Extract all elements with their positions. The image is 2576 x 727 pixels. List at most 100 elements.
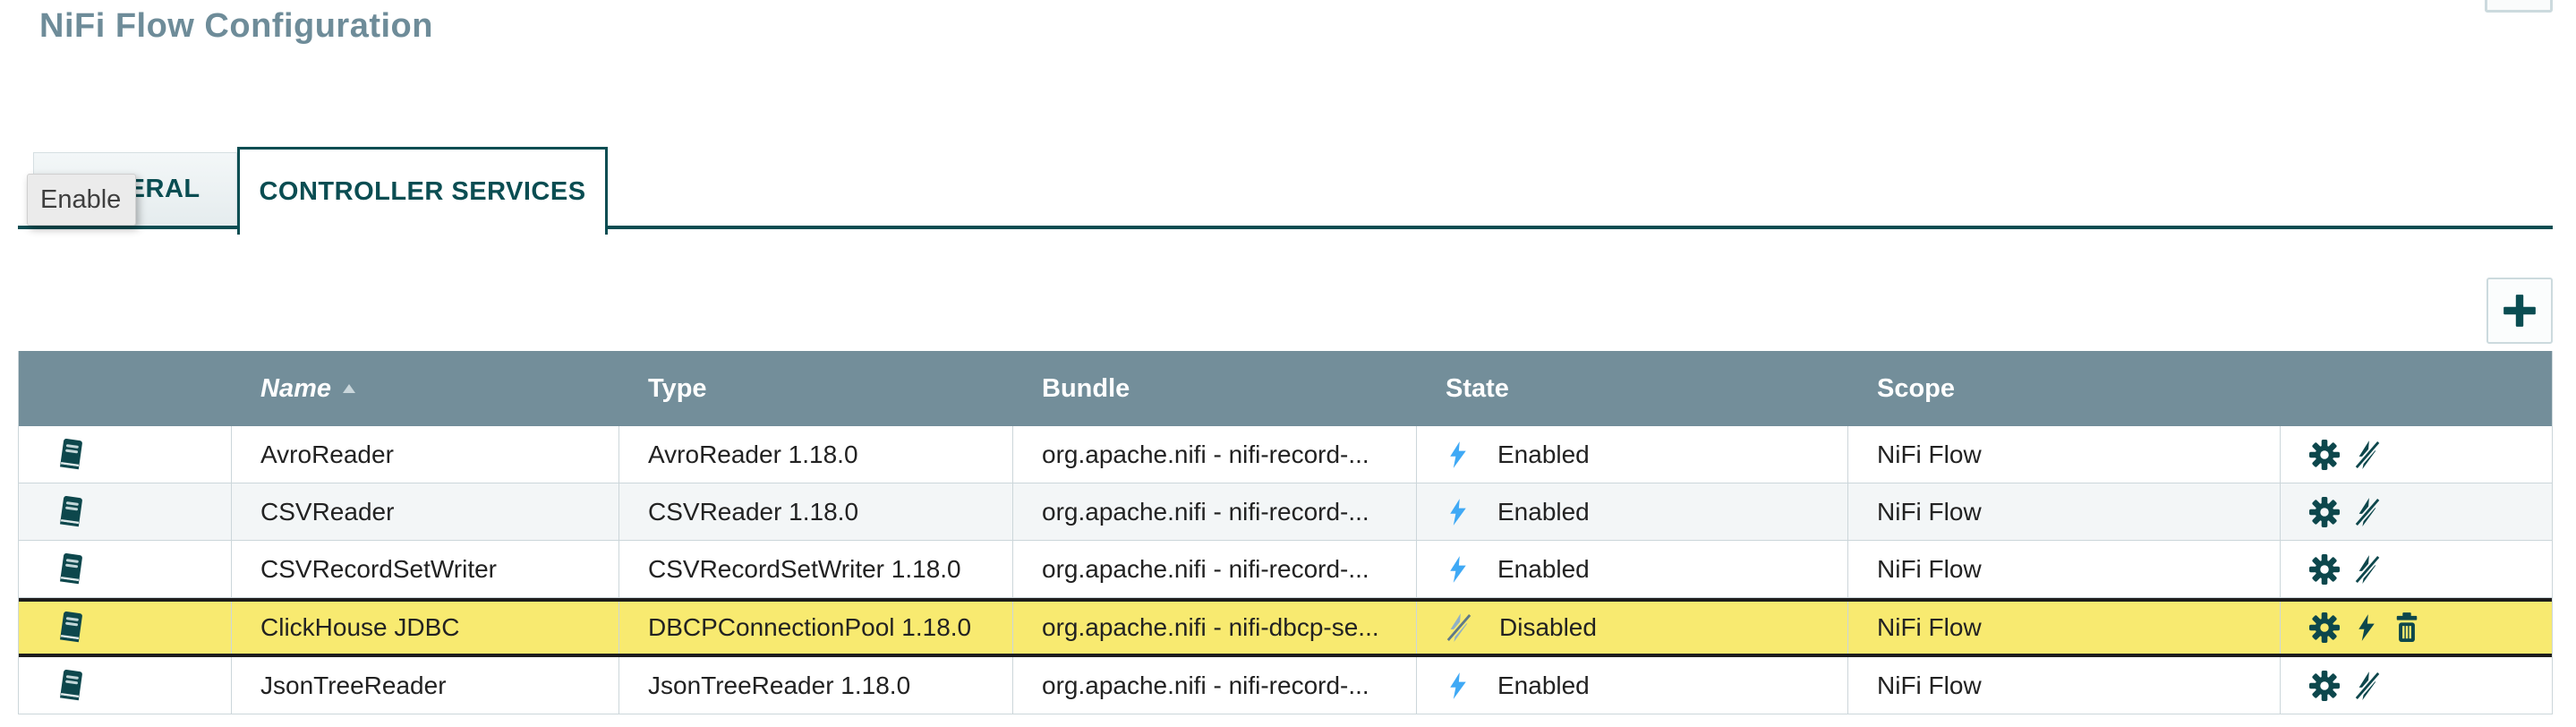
service-scope: NiFi Flow: [1877, 554, 1982, 583]
tab-baseline: [18, 226, 2553, 229]
service-scope: NiFi Flow: [1877, 497, 1982, 526]
book-icon: [60, 495, 82, 526]
service-doc-cell: [19, 426, 232, 483]
gear-icon: [2309, 612, 2340, 643]
state-enabled-bolt-icon: [1450, 671, 1466, 699]
service-scope-cell: NiFi Flow: [1848, 541, 2281, 597]
gear-icon: [2309, 439, 2340, 470]
partial-top-button[interactable]: [2485, 0, 2553, 13]
service-actions-cell: [2281, 541, 2552, 597]
service-actions-cell: [2281, 426, 2552, 483]
disable-button[interactable]: [2354, 671, 2381, 701]
service-doc-cell: [19, 541, 232, 597]
book-icon: [60, 438, 82, 469]
service-scope-cell: NiFi Flow: [1848, 657, 2281, 714]
service-name: CSVReader: [260, 497, 395, 526]
column-header-type[interactable]: Type: [648, 373, 707, 403]
add-service-button[interactable]: [2486, 278, 2553, 344]
state-enabled-bolt-icon: [1450, 440, 1466, 468]
service-state: Enabled: [1497, 671, 1590, 699]
service-type-cell: JsonTreeReader 1.18.0: [619, 657, 1013, 714]
gear-icon: [2309, 670, 2340, 701]
table-header: Name Type Bundle State Scope: [19, 351, 2552, 426]
service-actions-cell: [2281, 657, 2552, 714]
table-row[interactable]: AvroReader AvroReader 1.18.0 org.apache.ni…: [19, 426, 2552, 483]
service-name: CSVRecordSetWriter: [260, 554, 498, 583]
controller-services-table: Name Type Bundle State Scope AvroReader A…: [18, 351, 2553, 714]
service-bundle-cell: org.apache.nifi - nifi-dbcp-se...: [1013, 602, 1417, 654]
service-type: DBCPConnectionPool 1.18.0: [648, 613, 972, 641]
service-state: Enabled: [1497, 497, 1590, 526]
service-name: JsonTreeReader: [260, 671, 447, 699]
column-header-scope[interactable]: Scope: [1877, 373, 1956, 403]
state-disabled-bolt-slash-icon: [1446, 612, 1472, 643]
gear-icon: [2309, 496, 2340, 527]
enable-tooltip: Enable: [27, 174, 136, 226]
configure-button[interactable]: [2309, 496, 2340, 527]
service-doc-cell: [19, 657, 232, 714]
service-type-cell: CSVRecordSetWriter 1.18.0: [619, 541, 1013, 597]
service-state-cell: Disabled: [1417, 602, 1848, 654]
service-name: AvroReader: [260, 440, 394, 468]
sort-ascending-icon: [342, 383, 356, 394]
configure-button[interactable]: [2309, 553, 2340, 585]
service-bundle: org.apache.nifi - nifi-record-...: [1042, 440, 1369, 468]
disable-button[interactable]: [2354, 497, 2381, 527]
table-row[interactable]: JsonTreeReader JsonTreeReader 1.18.0 org.a…: [19, 657, 2552, 714]
service-name: ClickHouse JDBC: [260, 613, 460, 641]
delete-button[interactable]: [2393, 612, 2420, 643]
configure-button[interactable]: [2309, 670, 2340, 701]
service-type-cell: DBCPConnectionPool 1.18.0: [619, 602, 1013, 654]
bolt-slash-icon: [2354, 497, 2381, 526]
service-bundle-cell: org.apache.nifi - nifi-record-...: [1013, 541, 1417, 597]
bolt-icon: [2358, 614, 2375, 641]
column-header-bundle[interactable]: Bundle: [1042, 373, 1130, 403]
service-type: AvroReader 1.18.0: [648, 440, 858, 468]
table-body: AvroReader AvroReader 1.18.0 org.apache.ni…: [19, 426, 2552, 714]
column-header-name[interactable]: Name: [232, 374, 619, 404]
trash-icon: [2396, 612, 2418, 642]
disable-button[interactable]: [2354, 554, 2381, 585]
service-scope-cell: NiFi Flow: [1848, 426, 2281, 483]
service-type: CSVReader 1.18.0: [648, 497, 859, 526]
service-name-cell: JsonTreeReader: [232, 657, 619, 714]
service-bundle: org.apache.nifi - nifi-record-...: [1042, 671, 1369, 699]
service-bundle-cell: org.apache.nifi - nifi-record-...: [1013, 657, 1417, 714]
disable-button[interactable]: [2354, 440, 2381, 470]
service-doc-cell: [19, 483, 232, 540]
service-actions-cell: [2281, 602, 2552, 654]
service-name-cell: CSVRecordSetWriter: [232, 541, 619, 597]
service-name-cell: ClickHouse JDBC: [232, 602, 619, 654]
service-state: Enabled: [1497, 554, 1590, 583]
configure-button[interactable]: [2309, 439, 2340, 470]
table-row[interactable]: CSVReader CSVReader 1.18.0 org.apache.nifi…: [19, 483, 2552, 541]
service-name-cell: AvroReader: [232, 426, 619, 483]
table-row[interactable]: CSVRecordSetWriter CSVRecordSetWriter 1.1…: [19, 541, 2552, 598]
table-row[interactable]: ClickHouse JDBC DBCPConnectionPool 1.18.0…: [19, 598, 2552, 657]
bolt-slash-icon: [2354, 440, 2381, 469]
bolt-slash-icon: [2354, 554, 2381, 584]
book-icon: [60, 552, 82, 584]
enable-button[interactable]: [2354, 612, 2379, 643]
plus-icon: [2503, 295, 2536, 327]
tab-controller-services-label: CONTROLLER SERVICES: [259, 177, 586, 206]
service-type: JsonTreeReader 1.18.0: [648, 671, 911, 699]
service-bundle-cell: org.apache.nifi - nifi-record-...: [1013, 426, 1417, 483]
service-bundle: org.apache.nifi - nifi-record-...: [1042, 497, 1369, 526]
service-state-cell: Enabled: [1417, 483, 1848, 540]
service-bundle-cell: org.apache.nifi - nifi-record-...: [1013, 483, 1417, 540]
book-icon: [60, 612, 82, 643]
service-type-cell: AvroReader 1.18.0: [619, 426, 1013, 483]
service-scope-cell: NiFi Flow: [1848, 483, 2281, 540]
service-scope-cell: NiFi Flow: [1848, 602, 2281, 654]
column-header-name-label: Name: [260, 373, 331, 403]
service-scope: NiFi Flow: [1877, 440, 1982, 468]
service-state: Disabled: [1499, 613, 1597, 641]
configure-button[interactable]: [2309, 612, 2340, 643]
column-header-state[interactable]: State: [1446, 373, 1509, 403]
sort-ascending-icon: [343, 384, 355, 393]
tab-controller-services[interactable]: CONTROLLER SERVICES: [237, 147, 608, 235]
service-bundle: org.apache.nifi - nifi-record-...: [1042, 554, 1369, 583]
gear-icon: [2309, 553, 2340, 585]
page-title: NiFi Flow Configuration: [39, 7, 433, 45]
